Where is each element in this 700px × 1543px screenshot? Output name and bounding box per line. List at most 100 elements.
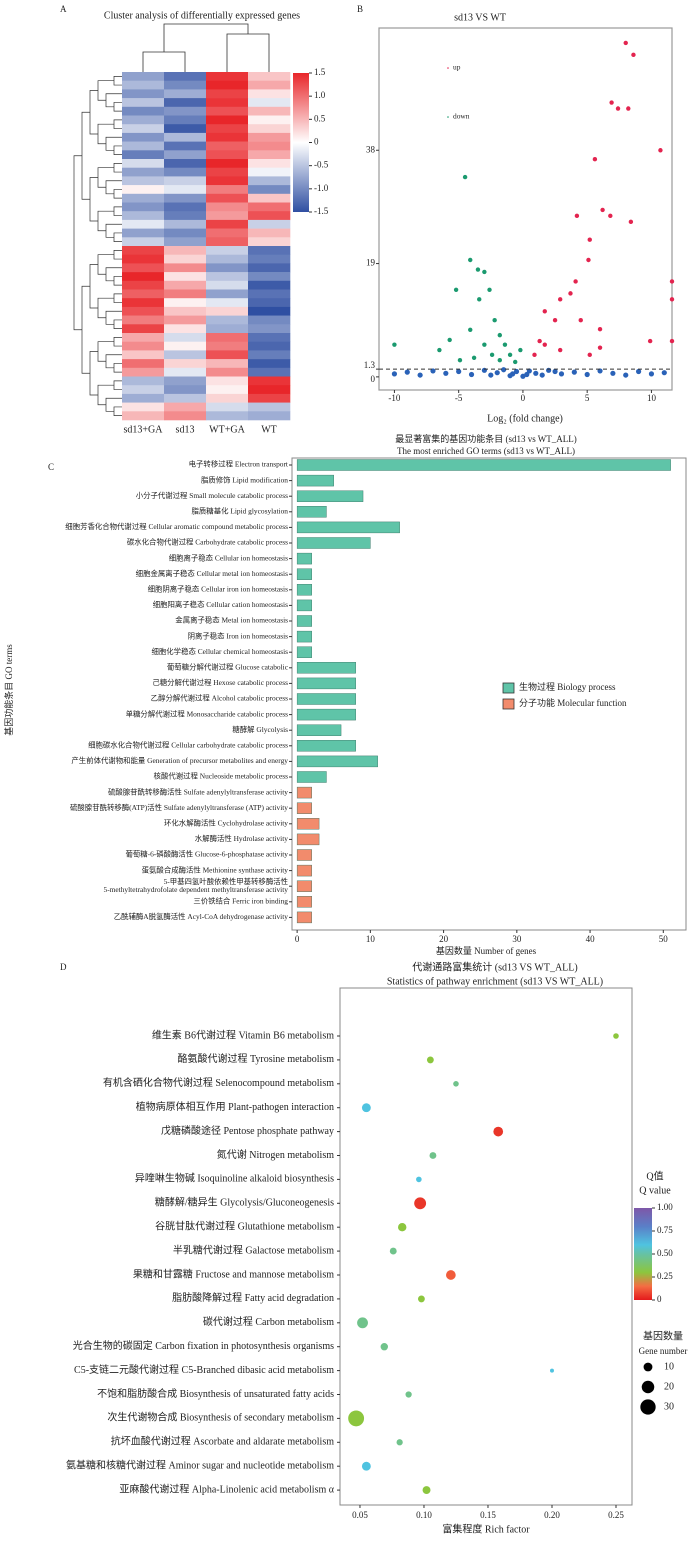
bubble	[417, 1295, 425, 1303]
volcano-point	[492, 318, 497, 323]
heatmap-cell	[122, 159, 165, 168]
heatmap-cell	[206, 159, 249, 168]
heatmap-cell	[164, 115, 207, 125]
volcano-point	[669, 279, 675, 284]
heatmap-cell	[164, 324, 207, 334]
category-label: 蛋氨酸合成酶活性 Methionine synthase activity	[142, 865, 289, 874]
heatmap-cell	[164, 89, 207, 99]
volcano-point	[628, 219, 634, 225]
heatmap-cell	[206, 132, 249, 142]
heatmap-cell	[248, 132, 291, 142]
x-tick-label: 0	[295, 934, 300, 944]
y-axis-label: 基因功能条目 GO terms	[3, 644, 14, 736]
heatmap-cell	[248, 228, 291, 238]
heatmap-cell	[206, 98, 249, 108]
heatmap-cell	[248, 324, 291, 334]
heatmap-cell	[164, 402, 207, 412]
volcano-point	[391, 371, 398, 377]
heatmap-cell	[122, 376, 165, 386]
chart-title: 代谢通路富集统计 (sd13 VS WT_ALL)	[412, 960, 577, 973]
x-tick-label: 0.05	[352, 1510, 368, 1520]
category-label: 葡萄糖-6-磷酸酶活性 Glucose-6-phosphatase activi…	[125, 850, 288, 859]
category-label: 酪氨酸代谢过程 Tyrosine metabolism	[177, 1052, 334, 1065]
heatmap-cell	[206, 141, 249, 151]
category-label: 己糖分解代谢过程 Hexose catabolic process	[152, 678, 288, 687]
heatmap-cell	[248, 280, 291, 290]
volcano-point	[497, 332, 502, 338]
heatmap-cell	[122, 298, 165, 308]
heatmap-cell	[122, 411, 165, 421]
bar	[296, 864, 312, 877]
volcano-point	[608, 213, 613, 219]
heatmap-cell	[122, 72, 165, 81]
legend-swatch	[502, 682, 515, 694]
volcano-point	[557, 347, 563, 353]
heatmap-cell	[248, 193, 291, 203]
heatmap-cell	[164, 202, 207, 212]
heatmap-cell	[122, 246, 165, 255]
category-label: 异喹啉生物碱 Isoquinoline alkaloid biosynthesi…	[135, 1172, 334, 1185]
heatmap-cell	[164, 306, 207, 316]
chart-title: 最显著富集的基因功能条目 (sd13 vs WT_ALL)	[395, 433, 577, 444]
heatmap-cell	[122, 289, 165, 299]
volcano-point	[669, 297, 675, 302]
volcano-point	[542, 342, 547, 347]
heatmap-cell	[206, 80, 249, 90]
heatmap-cell	[164, 228, 207, 238]
heatmap-cell	[248, 289, 291, 299]
heatmap-cell	[248, 72, 291, 81]
colorbar-tick-label: 0.50	[657, 1248, 673, 1258]
size-legend-label: 20	[664, 1381, 674, 1392]
heatmap-cell	[164, 367, 207, 377]
size-legend-label: 10	[664, 1361, 674, 1372]
bar	[296, 537, 371, 549]
column-label: WT+GA	[209, 424, 245, 435]
bar	[296, 755, 378, 768]
volcano-point	[437, 347, 442, 353]
category-label: 脂质糖基化 Lipid glycosylation	[192, 507, 289, 516]
heatmap-cell	[206, 228, 249, 238]
bubble	[453, 1081, 459, 1087]
colorbar-tick-label: -0.5	[314, 160, 329, 170]
legend-title: 基因数量	[643, 1329, 683, 1342]
colorbar-tick-label: 0.25	[657, 1271, 673, 1281]
y-tick-label: 0	[371, 374, 376, 384]
x-tick-label: 20	[439, 934, 449, 944]
volcano-point	[573, 279, 578, 284]
heatmap-cell	[164, 124, 207, 134]
x-tick-label: 0	[521, 393, 526, 403]
volcano-point	[574, 213, 580, 219]
bubble	[389, 1247, 397, 1255]
go-frame	[291, 457, 687, 931]
volcano-point	[557, 297, 563, 302]
volcano-point	[482, 269, 487, 275]
heatmap-cell	[122, 402, 165, 412]
legend-subtitle: Gene number	[639, 1346, 688, 1356]
heatmap-cell	[206, 167, 249, 177]
heatmap-cell	[122, 98, 165, 108]
heatmap-cell	[206, 219, 249, 229]
heatmap-cell	[206, 324, 249, 334]
category-label: 糖酵解 Glycolysis	[232, 725, 288, 734]
column-label: sd13	[176, 424, 195, 435]
heatmap-cell	[122, 202, 165, 212]
x-tick-label: -5	[455, 393, 463, 403]
category-label: 小分子代谢过程 Small molecule catabolic process	[136, 491, 288, 500]
volcano-point	[615, 106, 621, 111]
heatmap-cell	[206, 176, 249, 186]
heatmap-cell	[164, 298, 207, 308]
volcano-point	[447, 337, 452, 343]
bar	[296, 490, 364, 502]
volcano-frame	[378, 27, 673, 391]
heatmap-cell	[122, 263, 165, 273]
category-label: 有机含硒化合物代谢过程 Selenocompound metabolism	[103, 1076, 334, 1089]
y-tick-label: 19	[366, 258, 376, 268]
volcano-point	[462, 174, 468, 180]
x-tick-label: 0.20	[544, 1510, 560, 1520]
heatmap-cell	[206, 202, 249, 212]
heatmap-cell	[122, 185, 165, 195]
volcano-point	[584, 371, 590, 378]
category-label: 抗坏血酸代谢过程 Ascorbate and aldarate metaboli…	[111, 1435, 334, 1448]
category-label: 细胞阳离子稳态 Cellular cation homeostasis	[153, 600, 288, 609]
category-label: 脂质修饰 Lipid modification	[201, 475, 288, 484]
